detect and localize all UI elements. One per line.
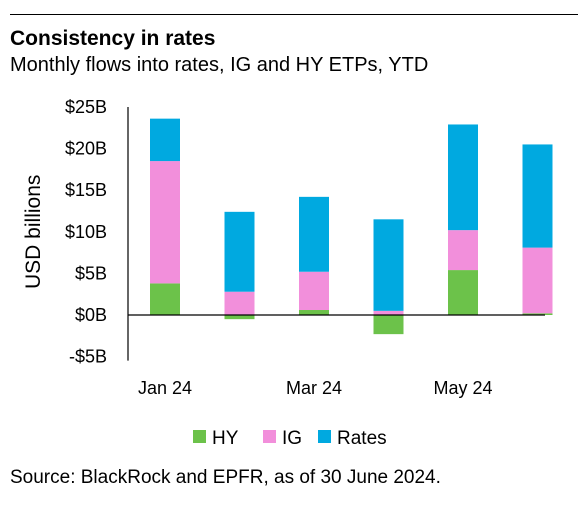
legend-swatch-hy: [193, 430, 206, 443]
y-tick-label: $0B: [75, 305, 107, 325]
bar-rates: [299, 196, 329, 272]
legend-swatch-rates: [318, 430, 331, 443]
bar-hy: [373, 315, 404, 335]
source-note: Source: BlackRock and EPFR, as of 30 Jun…: [10, 467, 441, 488]
bar-ig: [448, 230, 478, 271]
y-tick-label: $15B: [65, 180, 107, 200]
y-tick-label: $25B: [65, 97, 107, 117]
bar-ig: [224, 291, 255, 315]
y-tick-label: -$5B: [69, 347, 107, 367]
chart-title: Consistency in rates: [10, 27, 216, 50]
y-tick-label: $5B: [75, 263, 107, 283]
bar-hy: [448, 270, 478, 315]
bar-ig: [522, 247, 553, 314]
top-rule: [10, 14, 578, 15]
legend-label-rates: Rates: [337, 428, 387, 449]
bar-hy: [522, 313, 553, 315]
legend-label-hy: HY: [212, 428, 239, 449]
bar-ig: [373, 310, 404, 315]
bar-ig: [299, 271, 329, 311]
bar-hy: [299, 310, 329, 315]
y-tick-label: $10B: [65, 222, 107, 242]
bar-rates: [522, 144, 553, 248]
stacked-bar-chart: -$5B $0B $5B $10B $15B $20B $25B USD billions Ja…: [22, 97, 553, 449]
x-tick-label: Mar 24: [286, 378, 342, 398]
legend-label-ig: IG: [282, 428, 302, 449]
bar-hy: [150, 283, 180, 315]
y-tick-label: $20B: [65, 139, 107, 159]
bar-rates: [150, 118, 180, 162]
x-tick-label: Jan 24: [138, 378, 192, 398]
chart-subtitle: Monthly flows into rates, IG and HY ETPs…: [10, 54, 429, 76]
bar-rates: [224, 211, 255, 292]
x-tick-label: May 24: [433, 378, 492, 398]
y-axis-title: USD billions: [22, 175, 45, 289]
legend-swatch-ig: [263, 430, 276, 443]
bar-ig: [150, 161, 180, 284]
bar-rates: [448, 124, 478, 231]
bar-rates: [373, 219, 404, 311]
bar-hy: [224, 315, 255, 320]
